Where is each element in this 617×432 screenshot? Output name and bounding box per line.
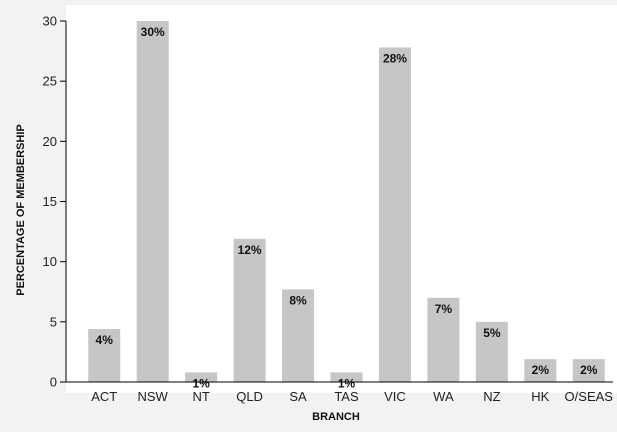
y-axis: 0 5 10 15 20 25 30 xyxy=(43,14,67,390)
bar-hk xyxy=(524,359,557,382)
bar-data-label: 28% xyxy=(383,51,407,65)
bar-data-label: 4% xyxy=(96,333,114,347)
bar-data-label: 12% xyxy=(238,243,262,257)
x-tick-label: SA xyxy=(289,389,307,404)
bar-tas xyxy=(330,372,363,382)
y-axis-title: PERCENTAGE OF MEMBERSHIP xyxy=(15,124,27,296)
bar-data-label: 30% xyxy=(141,25,165,39)
bar-nz xyxy=(475,321,508,382)
bar-data-label: 5% xyxy=(483,326,501,340)
bar-data-label: 1% xyxy=(192,376,210,390)
y-tick-label: 30 xyxy=(43,14,57,29)
x-tick-label: O/SEAS xyxy=(565,389,614,404)
bar-vic xyxy=(378,47,411,383)
bars: 4% 30% 1% 12% 8% 1% 28% 7% 5% 2% 2% xyxy=(88,21,605,390)
bar-oseas xyxy=(572,359,605,382)
x-tick-label: WA xyxy=(433,389,454,404)
bar-nt xyxy=(185,372,218,382)
x-axis: ACT NSW NT QLD SA TAS VIC WA NZ HK O/SEAS xyxy=(66,381,614,404)
bar-data-label: 7% xyxy=(435,302,453,316)
x-tick-label: NZ xyxy=(483,389,500,404)
x-tick-label: HK xyxy=(531,389,549,404)
bar-sa xyxy=(282,289,315,382)
y-tick-label: 5 xyxy=(50,314,57,329)
y-tick-label: 10 xyxy=(43,254,57,269)
x-tick-label: ACT xyxy=(91,389,117,404)
bar-data-label: 8% xyxy=(289,293,307,307)
bar-qld xyxy=(233,238,266,382)
bar-data-label: 1% xyxy=(338,376,356,390)
x-tick-label: NT xyxy=(192,389,209,404)
x-axis-title: BRANCH xyxy=(312,411,360,423)
y-tick-label: 15 xyxy=(43,194,57,209)
x-tick-label: VIC xyxy=(384,389,406,404)
bar-data-label: 2% xyxy=(580,363,598,377)
x-tick-label: TAS xyxy=(334,389,359,404)
y-tick-label: 20 xyxy=(43,134,57,149)
x-tick-label: NSW xyxy=(138,389,169,404)
y-tick-label: 25 xyxy=(43,74,57,89)
y-tick-label: 0 xyxy=(50,375,57,390)
bar-wa xyxy=(427,297,460,382)
x-tick-label: QLD xyxy=(236,389,263,404)
bar-nsw xyxy=(136,21,169,382)
bar-data-label: 2% xyxy=(532,363,550,377)
bar-act xyxy=(88,329,121,382)
